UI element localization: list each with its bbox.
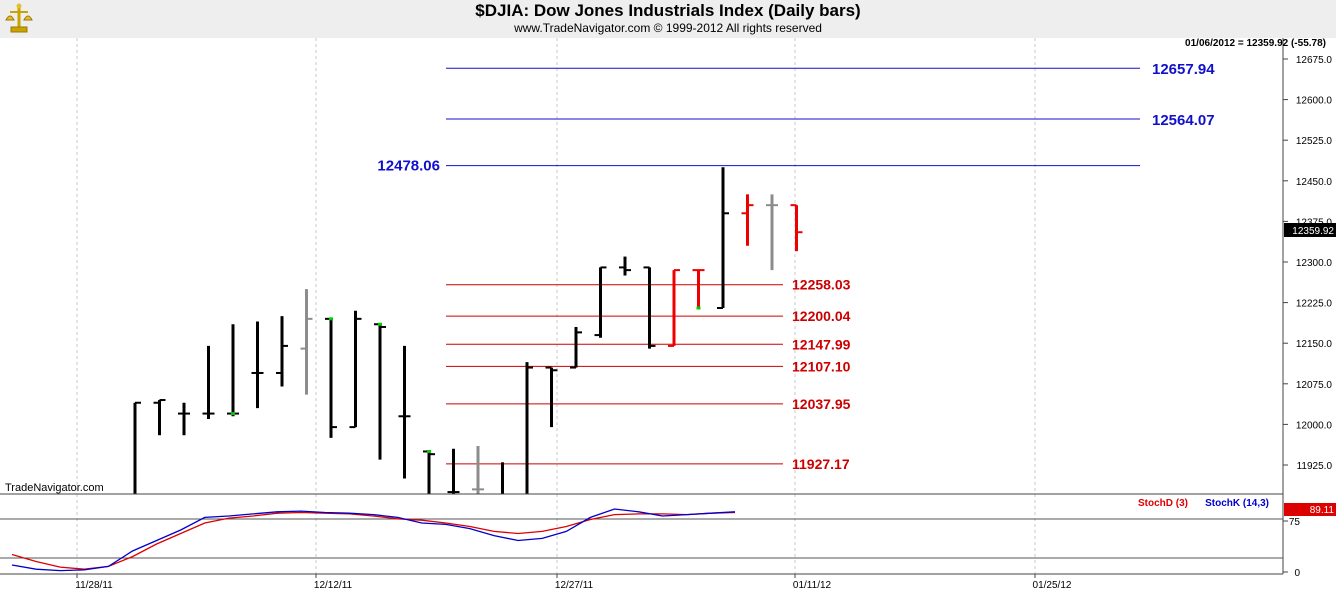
chart-header: [0, 0, 1336, 38]
price-axis: 11925.0 12000.0 12075.0 12150.0 12225.0 12300…: [1283, 55, 1332, 472]
support-label: 12037.95: [792, 396, 851, 412]
price-tick-label: 12450.0: [1296, 177, 1333, 188]
stoch-d-line: [11, 511, 736, 570]
stoch-d-legend: StochD (3): [1138, 498, 1188, 509]
support-label: 12200.04: [792, 308, 851, 324]
price-tick-label: 12375.0: [1296, 217, 1333, 228]
level-lines: 12657.94 12564.07 12478.06 12258.03 12200.04…: [377, 61, 1215, 472]
last-bar-info: 01/06/2012 = 12359.92 (-55.78): [1185, 38, 1326, 49]
up-tick-marker: [378, 322, 382, 326]
up-tick-marker: [329, 317, 333, 321]
price-tick-label: 12600.0: [1296, 96, 1333, 107]
date-gridlines: [76, 38, 1036, 574]
copyright-text: www.TradeNavigator.com © 1999-2012 All r…: [514, 21, 822, 35]
resistance-label: 12564.07: [1152, 112, 1215, 129]
price-tick-label: 12075.0: [1296, 380, 1333, 391]
price-tick-label: 11925.0: [1297, 461, 1333, 472]
support-label: 12147.99: [792, 336, 851, 352]
price-tick-label: 12225.0: [1296, 299, 1333, 310]
price-tick-label: 12525.0: [1296, 136, 1333, 147]
trade-navigator-logo-icon[interactable]: [2, 2, 36, 36]
price-tick-label: 12300.0: [1296, 258, 1333, 269]
price-tick-label: 12150.0: [1296, 339, 1333, 350]
support-label: 12258.03: [792, 277, 851, 293]
stoch-tick-label: 75: [1289, 517, 1301, 528]
price-tick-label: 12000.0: [1296, 420, 1333, 431]
price-tick-label: 12675.0: [1296, 55, 1333, 66]
up-tick-marker: [696, 306, 701, 310]
date-label: 12/12/11: [314, 580, 353, 591]
watermark: TradeNavigator.com: [5, 482, 104, 494]
date-label: 11/28/11: [75, 580, 113, 591]
stochastic-panel: 75 0: [0, 508, 1301, 579]
last-price-label: 12359.92: [1292, 226, 1334, 237]
date-label: 01/11/12: [793, 580, 832, 591]
resistance-label: 12657.94: [1152, 61, 1215, 78]
stoch-k-legend: StochK (14,3): [1205, 498, 1269, 509]
resistance-label: 12478.06: [377, 158, 440, 175]
chart-title: $DJIA: Dow Jones Industrials Index (Dail…: [475, 1, 861, 20]
stoch-tick-label: 0: [1294, 568, 1300, 579]
stoch-value-label: 89.11: [1310, 505, 1335, 516]
stoch-k-line: [11, 508, 736, 572]
support-label: 12107.10: [792, 358, 851, 374]
up-tick-marker: [427, 449, 431, 453]
ohlc-bars: [133, 167, 803, 494]
support-label: 11927.17: [792, 456, 850, 472]
date-axis: 11/28/11 12/12/11 12/27/11 01/11/12 01/25/12: [75, 574, 1072, 591]
date-label: 12/27/11: [555, 580, 594, 591]
up-tick-marker: [231, 412, 235, 416]
date-label: 01/25/12: [1033, 580, 1072, 591]
